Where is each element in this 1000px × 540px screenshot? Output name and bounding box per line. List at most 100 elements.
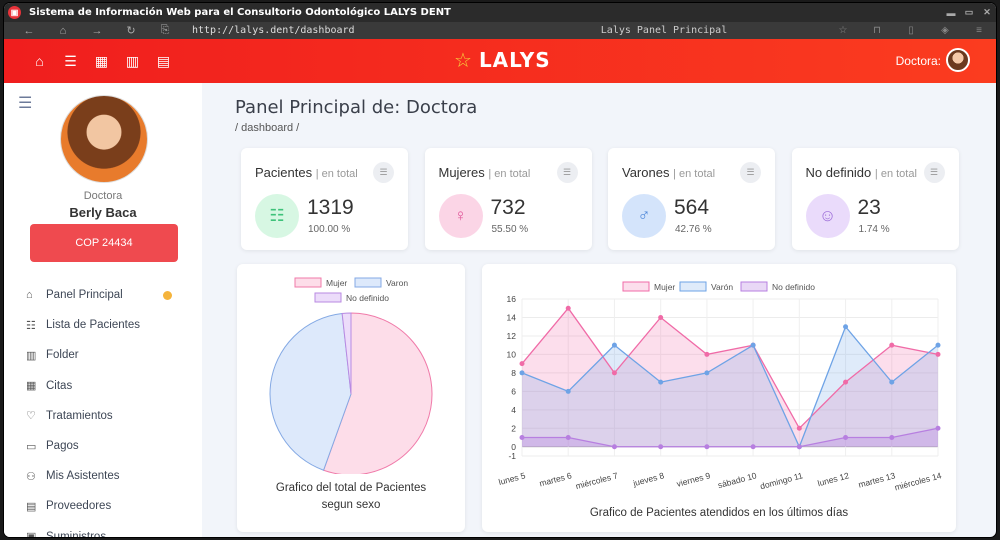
data-point (565, 305, 571, 311)
sidebar-item-proveedores[interactable]: ▤ Proveedores (4, 491, 202, 521)
pie-caption-line1: Grafico del total de Pacientes (275, 482, 427, 494)
legend-label: Varón (711, 282, 733, 292)
x-tick-label: lunes 5 (497, 470, 526, 487)
line-chart-card: -1 0 2 4 6 8 10 12 14 16 lunes 5 martes 6 miércoles … (482, 264, 956, 532)
card-menu-icon[interactable]: ☰ (373, 162, 394, 183)
shield-icon[interactable]: ◈ (941, 25, 949, 36)
list-icon[interactable]: ☰ (64, 52, 77, 69)
home-icon[interactable]: ⌂ (35, 53, 44, 69)
y-tick-label: 8 (511, 368, 516, 378)
app-header: ⌂ ☰ ▦ ▥ ▤ ☆ LALYS Doctora: (4, 39, 996, 83)
stat-title: Mujeres (438, 165, 485, 180)
x-tick-label: lunes 12 (816, 470, 850, 488)
avatar[interactable] (946, 48, 970, 72)
cop-button[interactable]: COP 24434 (30, 224, 178, 262)
star-logo-icon: ☆ (454, 48, 473, 72)
app-icon: ▣ (8, 6, 21, 19)
y-tick-label: 6 (511, 386, 516, 396)
box-icon[interactable]: ▤ (156, 52, 171, 69)
home-icon: ⌂ (26, 289, 33, 302)
stat-value: 732 (490, 196, 526, 219)
menu-icon[interactable]: ≡ (976, 25, 982, 36)
data-point (519, 361, 525, 367)
stat-percent: 42.76 % (675, 224, 712, 235)
calendar-icon[interactable]: ▦ (94, 52, 109, 69)
minimize-icon[interactable]: ▬ (946, 7, 956, 18)
sidebar-item-suministros[interactable]: ▣Suministros (4, 522, 202, 537)
series-line-mujer (521, 307, 939, 430)
data-point (796, 425, 802, 431)
legend-label: Mujer (654, 282, 675, 292)
sidebar-item-label: Suministros (46, 530, 107, 537)
sidebar-item-mis-asistentes[interactable]: ⚇ Mis Asistentes (4, 461, 202, 491)
reload-icon[interactable]: ↻ (126, 25, 136, 37)
data-point (519, 370, 525, 376)
legend-swatch (740, 281, 768, 292)
stat-card-varones: Varones | en total ☰ ♂ 564 42.76 % (608, 148, 775, 250)
card-menu-icon[interactable]: ☰ (556, 162, 578, 183)
stat-subtitle: | en total (315, 168, 358, 180)
data-point (889, 379, 895, 385)
data-point (704, 444, 710, 450)
legend-swatch (622, 281, 650, 292)
home-nav-icon[interactable]: ⌂ (59, 24, 67, 37)
data-point (658, 379, 664, 385)
sidebar-item-citas[interactable]: ▦ Citas (4, 371, 202, 401)
data-point (750, 444, 756, 450)
box-icon: ▣ (26, 530, 46, 537)
list-icon: ☷ (26, 319, 36, 332)
tab-title: Lalys Panel Principal (600, 25, 728, 36)
back-icon[interactable]: ← (23, 24, 35, 37)
stat-label: Varones | en total (622, 165, 715, 180)
y-tick-label: 2 (511, 423, 516, 433)
bookmark-icon[interactable]: ⎘ (160, 24, 170, 36)
users-icon: ⚇ (26, 470, 36, 483)
sidebar-item-tratamientos[interactable]: ♡ Tratamientos (4, 401, 202, 431)
close-icon[interactable]: ✕ (983, 7, 991, 17)
sidebar-item-folder[interactable]: ▥ Folder (4, 340, 202, 370)
stat-card-pacientes: Pacientes | en total ☰ ☷ 1319 100.00 % (241, 148, 408, 250)
y-tick-label: 14 (507, 312, 517, 322)
brand-logo[interactable]: ☆ LALYS (454, 48, 551, 72)
page-icon[interactable]: ▯ (908, 25, 914, 36)
stat-icon: ♂ (622, 194, 666, 238)
card-menu-icon[interactable]: ☰ (923, 162, 945, 183)
legend-swatch (679, 281, 707, 292)
data-point (611, 370, 617, 376)
sidebar-item-label: Mis Asistentes (46, 470, 120, 483)
stat-label: No definido | en total (806, 165, 917, 180)
pie-slice-no-definido (341, 312, 352, 395)
series-line-varón (521, 325, 939, 449)
sidebar-item-panel-principal[interactable]: ⌂ Panel Principal (4, 280, 202, 310)
data-point (658, 444, 664, 450)
forward-icon[interactable]: → (91, 24, 103, 37)
y-tick-label: 10 (507, 349, 517, 359)
hamburger-icon[interactable]: ☰ (18, 95, 33, 112)
card-menu-icon[interactable]: ☰ (740, 162, 761, 183)
sidebar-item-lista-de-pacientes[interactable]: ☷ Lista de Pacientes (4, 310, 202, 340)
store-icon[interactable]: ▥ (125, 52, 140, 69)
data-point (935, 425, 941, 431)
sidebar-item-label: Panel Principal (46, 289, 123, 302)
stat-subtitle: | en total (673, 168, 716, 180)
stat-title: Pacientes (255, 165, 313, 180)
legend-label: Varon (386, 278, 408, 288)
tooth-icon: ♡ (26, 410, 36, 423)
maximize-icon[interactable]: ▭ (964, 7, 974, 17)
user-role: Doctora (83, 190, 123, 202)
star-icon[interactable]: ☆ (838, 25, 848, 36)
breadcrumb[interactable]: / dashboard / (235, 122, 300, 134)
area-mujer (522, 308, 938, 447)
payment-icon: ▭ (26, 440, 37, 453)
stat-icon: ☷ (255, 194, 299, 238)
address-bar[interactable]: http://lalys.dent/dashboard (192, 25, 355, 36)
data-point (889, 342, 895, 348)
stat-subtitle: | en total (488, 168, 531, 180)
pie-slice-varon (269, 312, 352, 471)
profile-avatar (60, 95, 148, 183)
x-tick-label: martes 6 (538, 470, 573, 488)
sidebar-item-label: Lista de Pacientes (46, 319, 140, 332)
data-point (889, 435, 895, 441)
data-point (843, 435, 849, 441)
sidebar-item-pagos[interactable]: ▭ Pagos (4, 431, 202, 461)
